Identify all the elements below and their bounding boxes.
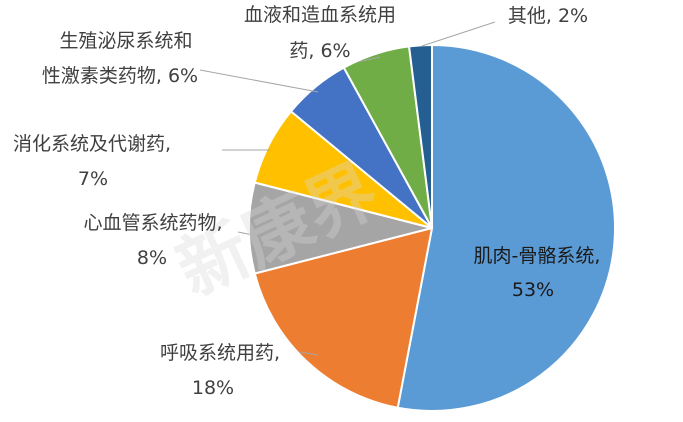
leader-line-blood xyxy=(357,56,381,63)
pie-slices xyxy=(248,43,616,412)
slice-label-2: 心血管系统药物, xyxy=(83,212,222,234)
slice-label-0: 肌肉-骨骼系统, xyxy=(474,245,601,267)
leader-line-cardio xyxy=(237,231,254,236)
leader-line-urogenital xyxy=(199,69,319,93)
leader-lines xyxy=(199,21,496,356)
slice-value-1: 18% xyxy=(192,377,234,399)
slice-label-1: 呼吸系统用药, xyxy=(160,342,280,364)
slice-label-4-cont: 性激素类药物, 6% xyxy=(42,65,198,87)
leader-line-respiratory xyxy=(299,351,319,356)
pie-slice-2 xyxy=(248,181,433,275)
slice-label-3: 消化系统及代谢药, xyxy=(13,133,171,155)
slice-label-6: 其他, 2% xyxy=(508,5,588,27)
slice-value-2: 8% xyxy=(137,247,167,269)
pie-slice-6 xyxy=(407,43,433,229)
pie-slice-0 xyxy=(396,43,616,412)
slice-value-3: 7% xyxy=(78,168,108,190)
pie-slice-1 xyxy=(253,226,434,409)
slice-value-0: 53% xyxy=(512,279,554,301)
slice-label-5: 血液和造血系统用 xyxy=(244,4,396,26)
slice-label-4: 生殖泌尿系统和 xyxy=(59,30,192,52)
leader-line-other xyxy=(421,21,496,47)
slice-label-5-cont: 药, 6% xyxy=(289,40,350,62)
